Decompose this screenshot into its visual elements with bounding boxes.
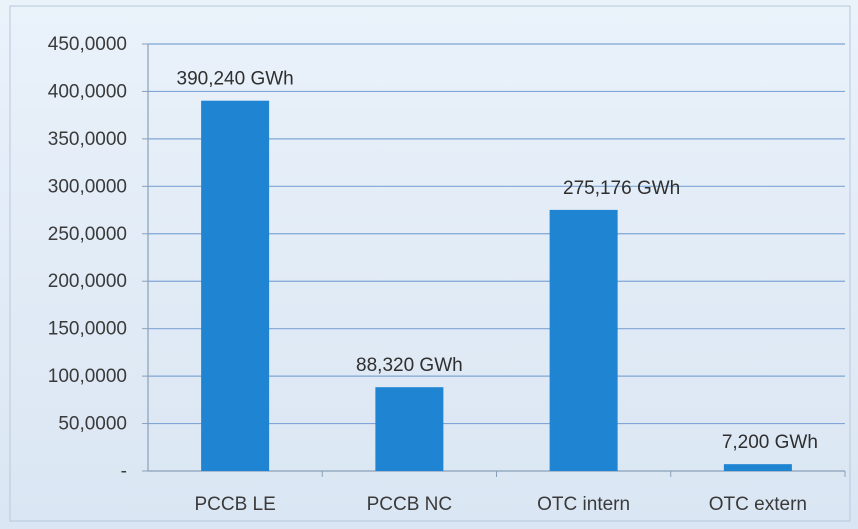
- data-label: 88,320 GWh: [356, 355, 463, 376]
- bar: [375, 387, 444, 471]
- y-tick-label: 300,0000: [48, 176, 127, 197]
- x-category-label: PCCB NC: [367, 494, 453, 515]
- labels: - 50,0000 100,0000 150,0000 200,0000 250,0000…: [48, 34, 818, 515]
- data-label: 275,176 GWh: [563, 178, 680, 199]
- x-category-label: OTC extern: [709, 494, 807, 515]
- bar: [723, 464, 792, 471]
- y-tick-label: 200,0000: [48, 271, 127, 292]
- data-label: 7,200 GWh: [722, 432, 818, 453]
- y-tick-label: 450,0000: [48, 34, 127, 55]
- chart-border: [9, 5, 851, 522]
- data-label: 390,240 GWh: [177, 69, 294, 90]
- y-tick-label: 250,0000: [48, 224, 127, 245]
- bar: [549, 209, 618, 471]
- bar: [201, 100, 270, 471]
- y-tick-label: 400,0000: [48, 81, 127, 102]
- y-tick-label: 350,0000: [48, 129, 127, 150]
- y-tick-label: -: [121, 461, 127, 482]
- y-tick-label: 100,0000: [48, 366, 127, 387]
- bars: [201, 100, 792, 471]
- x-category-label: OTC intern: [537, 494, 630, 515]
- y-tick-label: 150,0000: [48, 319, 127, 340]
- x-category-label: PCCB LE: [194, 494, 275, 515]
- y-tick-label: 50,0000: [58, 414, 127, 435]
